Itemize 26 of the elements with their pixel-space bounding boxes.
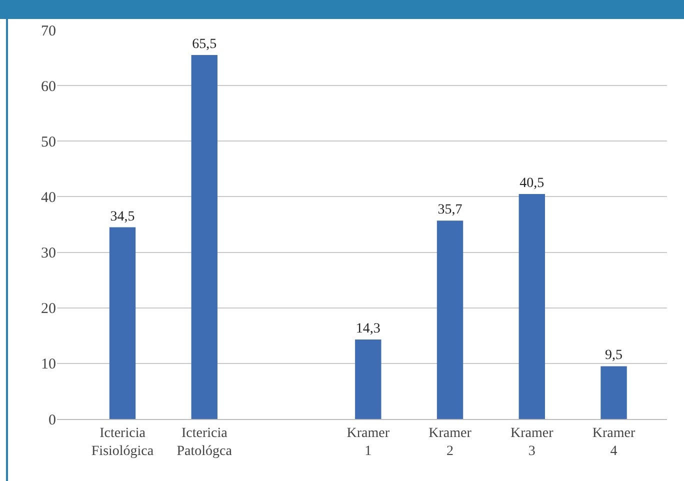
y-tick-label: 20 <box>41 301 56 318</box>
x-tick-label: Kramer 2 <box>428 426 472 459</box>
bar <box>436 220 464 419</box>
y-tick-label: 60 <box>41 78 56 95</box>
data-label: 65,5 <box>192 37 217 52</box>
bar <box>518 194 545 419</box>
bar <box>191 55 218 419</box>
y-tick-label: 0 <box>48 412 56 428</box>
x-tick-label: Ictericia Fisiológica <box>91 426 154 459</box>
x-tick-label: Kramer 4 <box>592 426 636 459</box>
data-label: 35,7 <box>438 202 462 218</box>
data-label: 14,3 <box>356 322 380 337</box>
data-label: 34,5 <box>110 209 135 224</box>
bar <box>355 340 382 419</box>
data-label: 40,5 <box>520 176 544 191</box>
y-tick-label: 70 <box>41 23 56 40</box>
x-tick-label: Kramer 3 <box>510 426 554 459</box>
y-tick-label: 50 <box>41 134 56 150</box>
data-label: 9,5 <box>605 348 623 364</box>
x-tick-label: Kramer 1 <box>346 426 390 459</box>
x-tick-label: Ictericia Patológca <box>176 426 233 459</box>
y-tick-label: 10 <box>41 356 56 373</box>
bar <box>600 366 627 419</box>
y-tick-label: 30 <box>41 246 56 262</box>
bar <box>109 227 136 419</box>
y-tick-label: 40 <box>41 190 56 206</box>
